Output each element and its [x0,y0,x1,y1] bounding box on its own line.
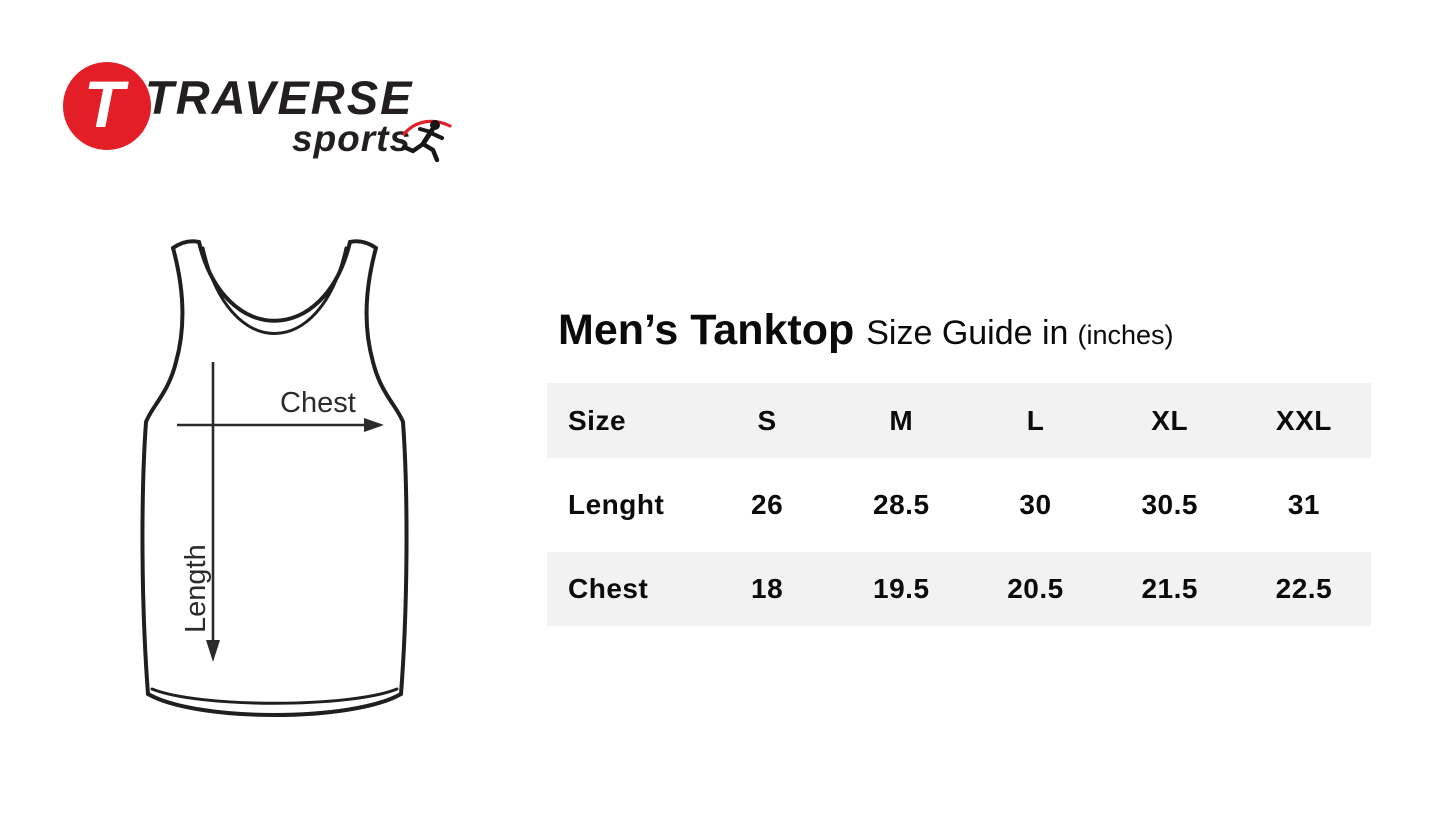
length-value-m: 28.5 [873,489,930,520]
runner-arms [418,127,444,140]
tanktop-diagram-svg: Length Chest [140,239,409,717]
runner-icon-svg [401,119,452,163]
chest-arrowhead [364,418,384,432]
row-label-chest: Chest [568,573,649,604]
brand-logo-circle: T [63,62,151,150]
length-value-s: 26 [751,489,784,520]
tanktop-collar-inner-line [201,246,348,335]
header-cell-xl: XL [1151,404,1189,436]
length-value-xl: 30.5 [1141,489,1198,520]
tanktop-hem-inner-line [150,687,399,705]
chest-value-m: 19.5 [873,573,930,604]
header-cell-size: Size [568,404,627,436]
row-label-length: Lenght [568,489,665,520]
tanktop-right-strap-top [348,239,378,250]
page-title-product: Men’s Tanktop [558,306,855,354]
tanktop-diagram: Length Chest [62,232,482,737]
chest-value-s: 18 [751,573,784,604]
page-title-unit: (inches) [1077,320,1174,350]
brand-subname: sports [292,118,412,159]
page-title: Men’s Tanktop Size Guide in (inches) [558,306,1174,355]
header-cell-s: S [757,404,777,436]
header-cell-xxl: XXL [1275,404,1332,436]
page-title-suffix: Size Guide in [866,314,1069,352]
header-cell-m: M [889,404,914,436]
length-value-l: 30 [1019,489,1052,520]
length-value-xxl: 31 [1287,489,1320,520]
size-table-row-length: Lenght 26 28.5 30 30.5 31 [547,458,1371,552]
size-table: Size S M L XL XXL Lenght 26 28.5 30 30.5… [547,383,1371,626]
tanktop-neckline [197,240,352,323]
brand-logo-letter: T [83,67,125,141]
size-table-row-chest: Chest 18 19.5 20.5 21.5 22.5 [547,552,1371,626]
runner-legs [401,141,440,163]
size-table-header-row: Size S M L XL XXL [547,383,1371,458]
tanktop-left-strap-top [171,239,201,250]
length-arrowhead [206,640,220,662]
chest-value-xxl: 22.5 [1275,573,1333,604]
runner-red-swoosh [402,119,452,136]
tanktop-right-side [364,246,409,696]
chest-value-xl: 21.5 [1141,573,1198,604]
brand-name: TRAVERSE [145,71,414,124]
length-label: Length [180,544,212,633]
runner-icon [400,116,454,164]
tanktop-hem [146,692,403,717]
header-cell-l: L [1026,404,1045,436]
chest-label: Chest [280,387,356,419]
runner-head [430,120,440,130]
brand-logo: T TRAVERSE sports [63,58,483,173]
tanktop-left-side [140,246,185,696]
chest-value-l: 20.5 [1007,573,1064,604]
